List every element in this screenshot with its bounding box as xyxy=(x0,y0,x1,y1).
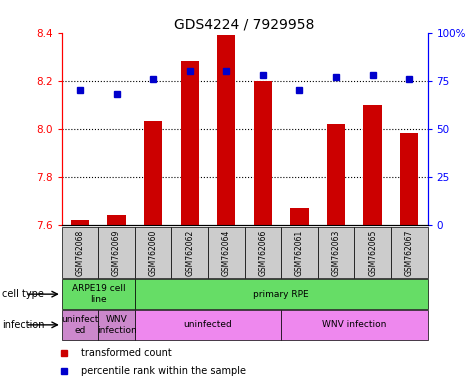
Bar xyxy=(327,124,345,225)
Text: GSM762068: GSM762068 xyxy=(76,229,85,276)
Bar xyxy=(135,227,171,278)
Bar xyxy=(98,227,135,278)
Bar xyxy=(281,310,428,340)
Text: infection: infection xyxy=(2,320,45,330)
Bar xyxy=(400,134,418,225)
Bar xyxy=(180,61,199,225)
Bar xyxy=(363,105,382,225)
Bar xyxy=(107,215,126,225)
Text: uninfected: uninfected xyxy=(184,320,232,329)
Bar xyxy=(62,279,135,309)
Text: percentile rank within the sample: percentile rank within the sample xyxy=(81,366,246,376)
Bar xyxy=(217,35,236,225)
Text: ARPE19 cell
line: ARPE19 cell line xyxy=(72,285,125,304)
Text: GSM762063: GSM762063 xyxy=(332,229,341,276)
Text: GSM762064: GSM762064 xyxy=(222,229,231,276)
Text: GSM762067: GSM762067 xyxy=(405,229,414,276)
Text: cell type: cell type xyxy=(2,289,44,299)
Text: WNV
infection: WNV infection xyxy=(97,315,136,334)
Bar xyxy=(98,310,135,340)
Bar xyxy=(62,310,98,340)
Text: GSM762062: GSM762062 xyxy=(185,229,194,276)
Text: GSM762061: GSM762061 xyxy=(295,229,304,276)
Text: WNV infection: WNV infection xyxy=(322,320,387,329)
Text: GSM762069: GSM762069 xyxy=(112,229,121,276)
Bar xyxy=(144,121,162,225)
Text: transformed count: transformed count xyxy=(81,348,171,358)
Bar xyxy=(245,227,281,278)
Bar xyxy=(71,220,89,225)
Bar xyxy=(391,227,428,278)
Bar xyxy=(354,227,391,278)
Text: GSM762060: GSM762060 xyxy=(149,229,158,276)
Bar xyxy=(290,208,309,225)
Text: GSM762065: GSM762065 xyxy=(368,229,377,276)
Bar xyxy=(281,227,318,278)
Bar xyxy=(135,279,428,309)
Bar xyxy=(318,227,354,278)
Text: primary RPE: primary RPE xyxy=(253,290,309,299)
Bar xyxy=(254,81,272,225)
Text: uninfect
ed: uninfect ed xyxy=(61,315,99,334)
Text: GSM762066: GSM762066 xyxy=(258,229,267,276)
Bar xyxy=(208,227,245,278)
Bar xyxy=(62,227,98,278)
Title: GDS4224 / 7929958: GDS4224 / 7929958 xyxy=(174,18,315,31)
Bar xyxy=(135,310,281,340)
Bar xyxy=(171,227,208,278)
